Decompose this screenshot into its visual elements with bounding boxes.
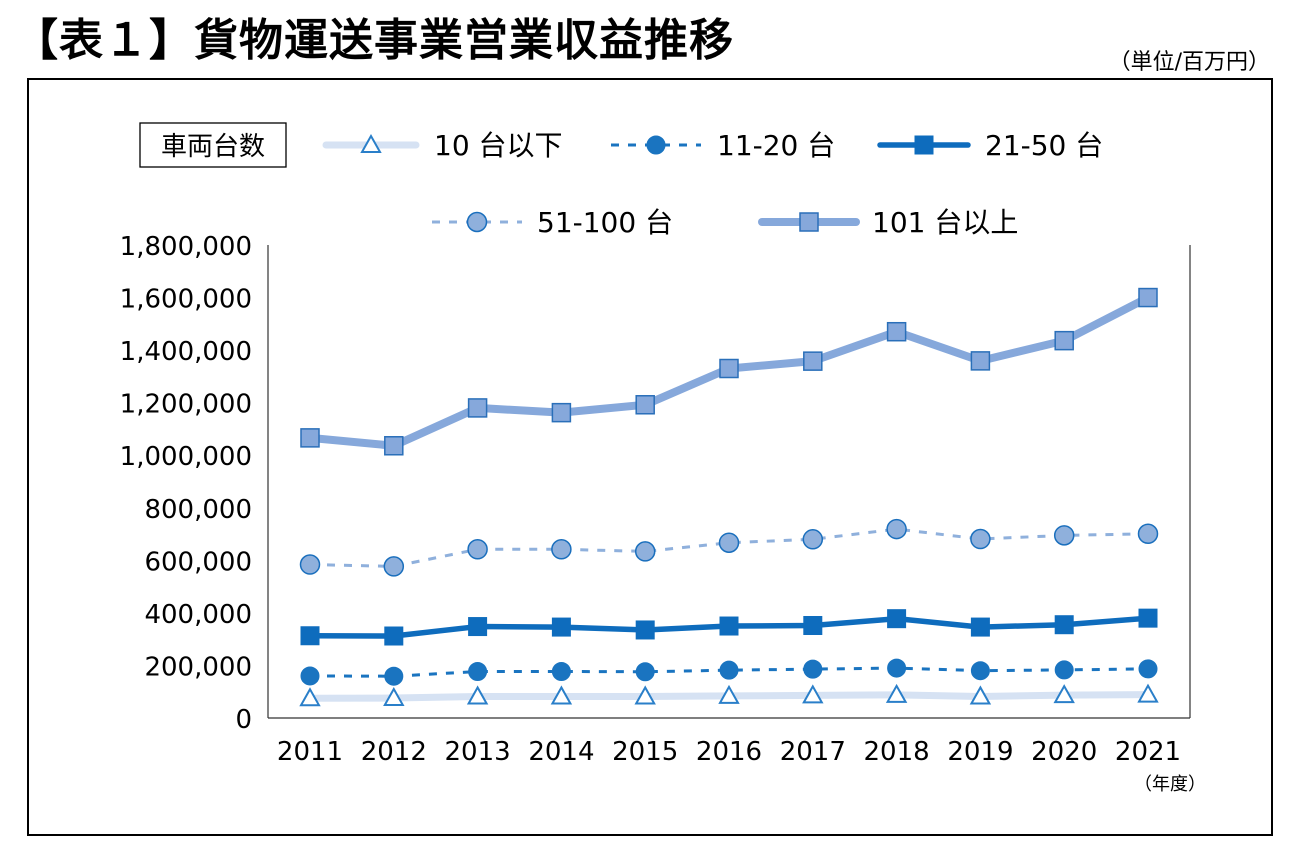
y-tick-label: 1,800,000: [120, 232, 252, 262]
y-tick-label: 200,000: [144, 652, 252, 682]
x-axis-label: （年度）: [1134, 774, 1206, 795]
legend-marker: [646, 135, 666, 155]
x-tick-label: 2020: [1031, 737, 1097, 767]
y-tick-label: 1,000,000: [120, 442, 252, 472]
legend-label: 11-20 台: [717, 129, 835, 162]
y-tick-label: 0: [235, 705, 252, 735]
data-point: [1138, 608, 1158, 628]
data-point: [550, 685, 573, 705]
data-point: [719, 358, 739, 379]
data-point: [970, 617, 990, 637]
data-point: [719, 660, 739, 680]
x-tick-label: 2021: [1115, 737, 1181, 767]
data-point: [803, 616, 823, 636]
y-tick-label: 1,200,000: [120, 390, 252, 420]
data-point: [551, 539, 572, 560]
data-point: [1053, 525, 1075, 546]
unit-label: （単位/百万円）: [1108, 50, 1270, 75]
data-point: [1054, 330, 1074, 351]
data-point: [887, 658, 907, 678]
series-line-2: [309, 666, 1149, 678]
data-point: [802, 529, 824, 550]
legend-title: 車両台数: [161, 132, 265, 162]
data-point: [300, 626, 320, 646]
data-point: [969, 685, 992, 705]
x-tick-label: 2011: [277, 737, 343, 767]
y-tick-label: 1,600,000: [120, 285, 252, 315]
data-point: [886, 321, 907, 342]
data-point: [300, 428, 320, 448]
data-point: [885, 683, 908, 703]
x-tick-label: 2019: [947, 737, 1013, 767]
data-point: [635, 662, 655, 682]
legend-marker: [914, 135, 934, 155]
legend-marker: [466, 211, 488, 233]
data-point: [468, 661, 488, 681]
data-point: [466, 685, 489, 705]
data-point: [970, 351, 991, 371]
data-point: [718, 684, 740, 704]
data-point: [886, 518, 907, 540]
y-tick-label: 800,000: [144, 495, 252, 525]
data-point: [551, 661, 571, 681]
data-point: [1054, 660, 1074, 680]
y-tick-label: 1,400,000: [120, 337, 252, 367]
data-point: [299, 554, 321, 575]
legend-marker: [360, 133, 382, 153]
legend-label: 101 台以上: [872, 206, 1018, 239]
legend-label: 21-50 台: [985, 129, 1103, 162]
data-point: [887, 609, 907, 629]
data-point: [719, 616, 739, 636]
data-point: [384, 666, 404, 686]
series-line-4: [309, 527, 1149, 568]
chart-title: 【表１】貨物運送事業営業収益推移: [14, 15, 734, 66]
data-point: [718, 532, 740, 553]
data-point: [1137, 523, 1159, 545]
legend-title-box: [139, 122, 287, 168]
data-point: [1138, 287, 1158, 308]
data-point: [468, 617, 488, 637]
data-point: [383, 686, 405, 707]
data-point: [383, 556, 405, 577]
y-tick-label: 600,000: [144, 547, 252, 577]
x-tick-label: 2018: [864, 737, 930, 767]
data-point: [803, 351, 823, 371]
x-tick-label: 2017: [780, 737, 846, 767]
data-point: [1138, 659, 1158, 679]
data-point: [1137, 683, 1159, 703]
data-point: [803, 659, 823, 679]
data-point: [384, 436, 404, 456]
data-point: [634, 685, 656, 705]
data-point: [384, 626, 404, 646]
chart-frame: [27, 78, 1273, 836]
y-tick-label: 400,000: [144, 600, 252, 630]
data-point: [299, 687, 321, 707]
data-point: [300, 666, 320, 686]
x-tick-label: 2012: [361, 737, 427, 767]
data-point: [551, 402, 572, 423]
legend-label: 51-100 台: [537, 206, 673, 239]
legend-marker: [799, 212, 819, 232]
data-point: [467, 398, 488, 418]
data-point: [1054, 615, 1074, 635]
x-tick-label: 2014: [528, 737, 594, 767]
x-tick-label: 2016: [696, 737, 762, 767]
data-point: [1053, 684, 1075, 704]
x-tick-label: 2013: [445, 737, 511, 767]
data-point: [635, 620, 655, 640]
data-point: [970, 528, 991, 550]
data-point: [635, 395, 655, 415]
x-tick-label: 2015: [612, 737, 678, 767]
data-point: [467, 539, 488, 560]
data-point: [634, 541, 656, 562]
legend-label: 10 台以下: [434, 129, 563, 162]
data-point: [970, 661, 990, 681]
data-point: [802, 684, 824, 704]
data-point: [551, 617, 571, 637]
